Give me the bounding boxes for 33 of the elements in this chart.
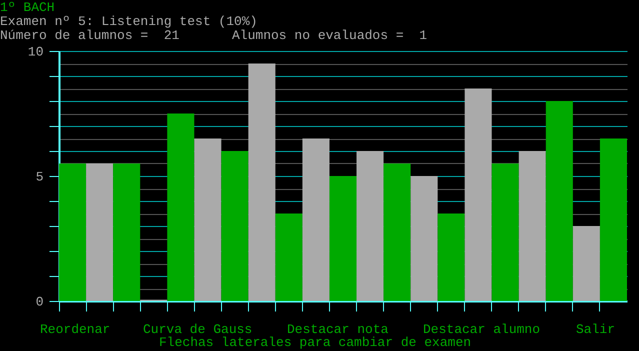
bar bbox=[492, 164, 519, 301]
chart-subtitle: Examen nº 5: Listening test (10%) bbox=[0, 14, 258, 29]
chart-title: 1º BACH bbox=[0, 0, 55, 15]
bar bbox=[384, 164, 411, 301]
bar bbox=[275, 214, 302, 301]
bar bbox=[356, 151, 384, 301]
y-tick-label: 0 bbox=[36, 294, 44, 310]
text: Flechas laterales para cambiar de examen bbox=[159, 335, 472, 350]
bar bbox=[572, 226, 600, 301]
bar bbox=[194, 138, 222, 301]
bar bbox=[221, 151, 248, 301]
bar bbox=[302, 138, 330, 301]
text: Destacar alumno bbox=[423, 322, 540, 337]
bar bbox=[167, 114, 194, 301]
y-tick-label: 10 bbox=[28, 44, 44, 60]
text: Curva de Gauss bbox=[143, 322, 252, 337]
bar bbox=[113, 164, 140, 301]
bar bbox=[546, 101, 573, 301]
bar bbox=[329, 176, 357, 301]
text: Número de alumnos = 21 bbox=[0, 28, 180, 43]
bar bbox=[86, 164, 114, 301]
bar bbox=[464, 88, 492, 301]
text: Salir bbox=[576, 322, 616, 337]
text: Alumnos no evaluados = 1 bbox=[232, 28, 428, 43]
bar bbox=[410, 176, 438, 301]
y-tick-label: 5 bbox=[36, 170, 44, 184]
bar bbox=[248, 64, 276, 301]
bar bbox=[518, 151, 546, 301]
bar bbox=[438, 214, 465, 301]
bar bbox=[600, 138, 627, 301]
text: Reordenar bbox=[40, 322, 110, 337]
bar bbox=[59, 164, 86, 301]
text: Destacar nota bbox=[287, 322, 388, 337]
